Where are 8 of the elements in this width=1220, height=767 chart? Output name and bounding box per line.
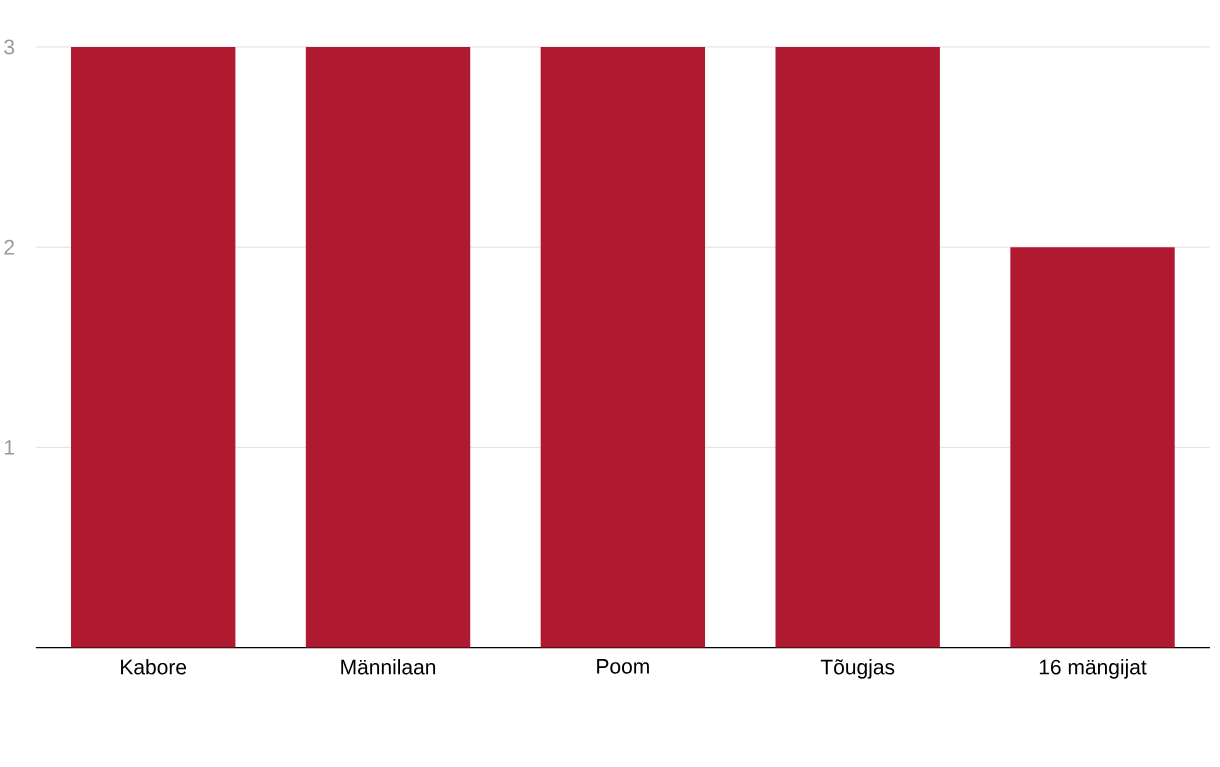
x-tick-label: Kabore: [121, 658, 187, 675]
y-tick-label: 3: [4, 39, 15, 55]
y-tick-label: 1: [4, 439, 14, 455]
x-tick-label: Poom: [597, 658, 649, 674]
x-tick-label: Tõugjas: [820, 658, 895, 679]
y-tick-label: 2: [4, 239, 14, 255]
x-tick-label: 16 mängijat: [1039, 658, 1147, 679]
x-tick-label: Männilaan: [341, 658, 436, 675]
